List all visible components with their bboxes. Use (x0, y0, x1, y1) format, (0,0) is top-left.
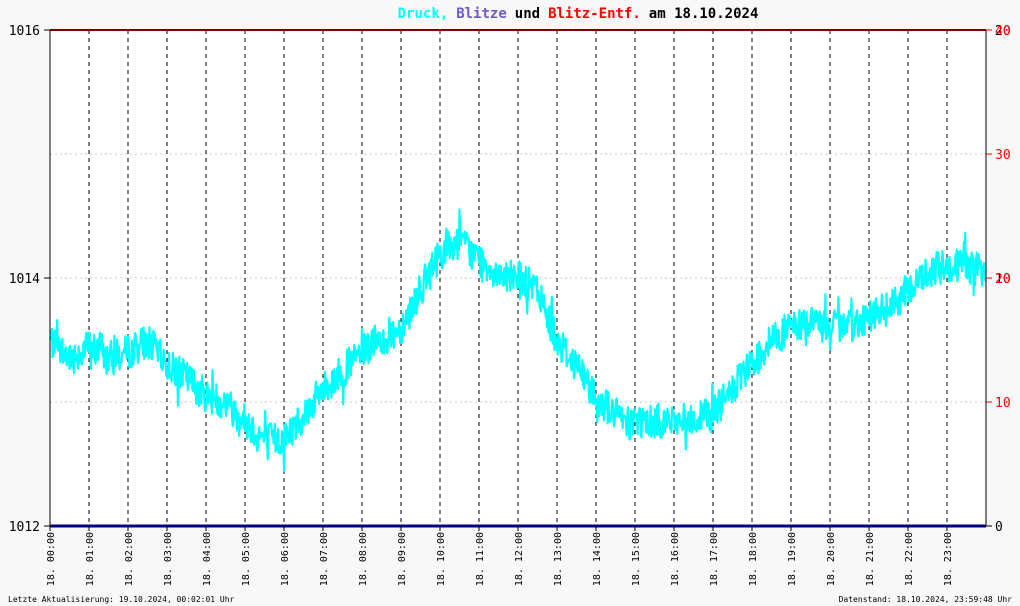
title-und: und (515, 6, 540, 22)
x-tick-label: 18. 17:00 (709, 532, 720, 586)
footer-data-status: Datenstand: 18.10.2024, 23:59:48 Uhr (839, 595, 1013, 604)
x-tick-label: 18. 00:00 (46, 532, 57, 586)
title-druck: Druck, (398, 6, 449, 22)
x-tick-label: 18. 02:00 (124, 532, 135, 586)
x-tick-label: 18. 03:00 (163, 532, 174, 586)
x-tick-label: 18. 01:00 (85, 532, 96, 586)
x-tick-label: 18. 22:00 (904, 532, 915, 586)
title-date: am 18.10.2024 (649, 6, 759, 22)
x-tick-label: 18. 07:00 (319, 532, 330, 586)
right-count-tick-label: 10 (995, 272, 1011, 287)
right-count-tick-label: 0 (995, 520, 1003, 535)
x-tick-label: 18. 23:00 (943, 532, 954, 586)
chart-title: Druck, Blitze und Blitz-Entf. am 18.10.2024 (398, 6, 759, 22)
x-tick-label: 18. 09:00 (397, 532, 408, 586)
x-tick-label: 18. 11:00 (475, 532, 486, 586)
x-tick-label: 18. 18:00 (748, 532, 759, 586)
x-tick-label: 18. 05:00 (241, 532, 252, 586)
left-tick-label: 1016 (9, 24, 40, 39)
x-tick-label: 18. 19:00 (787, 532, 798, 586)
right-distance-tick-label: 20 (995, 272, 1011, 287)
right-distance-tick-label: 10 (995, 396, 1011, 411)
left-tick-label: 1012 (9, 520, 40, 535)
x-tick-label: 18. 20:00 (826, 532, 837, 586)
axes (44, 29, 992, 531)
title-blitze: Blitze (456, 6, 507, 22)
right-distance-tick-label: 30 (995, 148, 1011, 163)
x-tick-label: 18. 12:00 (514, 532, 525, 586)
x-tick-label: 18. 08:00 (358, 532, 369, 586)
right-count-tick-label: 20 (995, 24, 1011, 39)
footer-last-update: Letzte Aktualisierung: 19.10.2024, 00:02… (8, 595, 235, 604)
x-tick-label: 18. 13:00 (553, 532, 564, 586)
pressure-line (48, 208, 987, 472)
x-tick-label: 18. 16:00 (670, 532, 681, 586)
x-tick-label: 18. 15:00 (631, 532, 642, 586)
right-distance-tick-label: 40 (995, 24, 1011, 39)
x-tick-label: 18. 21:00 (865, 532, 876, 586)
x-tick-label: 18. 10:00 (436, 532, 447, 586)
left-tick-label: 1014 (9, 272, 40, 287)
x-tick-label: 18. 06:00 (280, 532, 291, 586)
x-tick-label: 18. 14:00 (592, 532, 603, 586)
title-blitz-entf: Blitz-Entf. (548, 6, 641, 22)
x-tick-label: 18. 04:00 (202, 532, 213, 586)
